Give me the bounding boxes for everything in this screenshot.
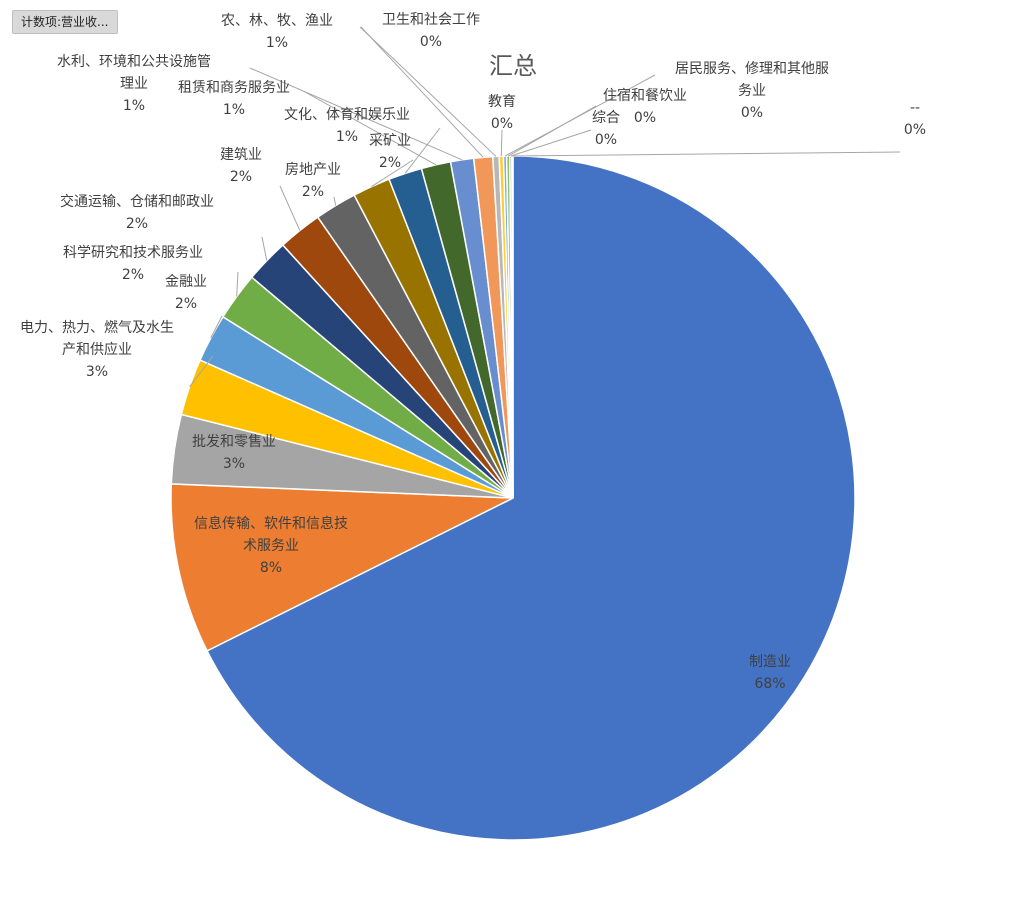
slice-label: 批发和零售业 3% (192, 434, 276, 472)
slice-label: 文化、体育和娱乐业 1% (284, 107, 410, 145)
slice-label: 电力、热力、燃气及水生产和供应业 3% (20, 319, 174, 380)
leader-line (236, 271, 239, 297)
leader-line (510, 129, 592, 157)
leader-line (189, 355, 214, 388)
leader-line (360, 26, 484, 158)
leader-line (249, 67, 463, 161)
slice-label: 交通运输、仓储和邮政业 2% (60, 193, 214, 232)
slice-label: 农、林、牧、渔业 1% (221, 13, 333, 51)
leader-line (304, 91, 437, 166)
slice-label: 居民服务、修理和其他服务业 0% (675, 61, 829, 121)
slice-label: 房地产业 2% (285, 162, 341, 200)
slice-label: 住宿和餐饮业 0% (603, 87, 687, 126)
pie-slice (511, 155, 514, 499)
leader-line (210, 315, 223, 339)
leader-line (371, 159, 414, 188)
slice-label: 制造业 68% (749, 654, 791, 692)
leader-line (261, 236, 268, 261)
chart-title: 汇总 (489, 52, 537, 80)
leader-line (404, 127, 441, 174)
leader-line (333, 196, 337, 206)
leader-line (512, 151, 901, 157)
slice-label: 建筑业 2% (220, 147, 262, 185)
slice-label: 采矿业 2% (369, 133, 411, 171)
slice-label: 教育 0% (488, 94, 516, 132)
leader-line (507, 105, 597, 157)
slice-label: 租赁和商务服务业 1% (178, 80, 290, 118)
pie-slice (206, 155, 856, 841)
slice-label: 综合 0% (592, 110, 620, 148)
leader-line (500, 129, 503, 157)
slice-label: 科学研究和技术服务业 2% (63, 245, 203, 283)
leader-line (279, 185, 301, 231)
slice-label: 金融业 2% (165, 274, 207, 312)
slice-label: --0% (904, 100, 926, 138)
leader-line (359, 26, 497, 157)
slice-label: 水利、环境和公共设施管理业 1% (57, 54, 211, 114)
slice-label: 卫生和社会工作 0% (382, 12, 480, 50)
pivot-field-button[interactable]: 计数项:营业收... (12, 10, 118, 34)
slice-label: 信息传输、软件和信息技术服务业 8% (194, 515, 348, 576)
pie-slice (170, 483, 514, 652)
